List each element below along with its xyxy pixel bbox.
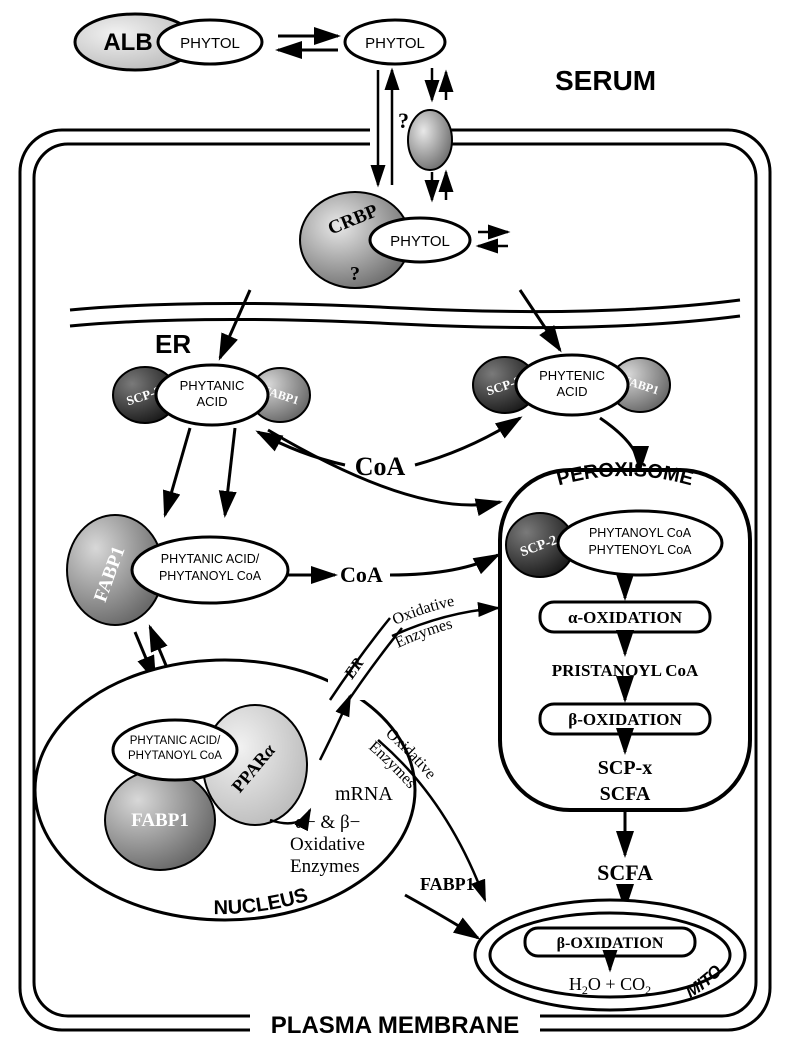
arrow-fabp1-to-mito	[405, 895, 478, 938]
svg-text:H2O + CO2: H2O + CO2	[569, 974, 651, 997]
alb-label: ALB	[103, 29, 152, 56]
beta-ox-label-1: -OXIDATION	[577, 710, 682, 729]
arrow-to-perox-2	[390, 555, 498, 575]
membrane-transporter	[408, 110, 452, 170]
eq-arrows-crbp	[478, 232, 508, 246]
eq-arrows-vert-1	[432, 68, 446, 100]
scpx-label: SCP-x	[598, 757, 652, 779]
crbp-complex: CRBP ? PHYTOL	[300, 192, 470, 288]
coa-label: CoA	[355, 452, 406, 481]
phytanoyl-coa-label: PHYTANOYL CoA	[589, 526, 692, 540]
svg-text:PHYTANIC ACID/: PHYTANIC ACID/	[161, 552, 260, 566]
q-mark-1: ?	[398, 108, 409, 133]
alpha-ox-label: -OXIDATION	[577, 608, 682, 627]
arrow-er-down-left	[220, 290, 250, 358]
svg-text:PHYTANIC: PHYTANIC	[180, 378, 245, 393]
svg-text:PHYTANIC ACID/: PHYTANIC ACID/	[130, 735, 221, 747]
arrow-phytanic-down2	[225, 428, 235, 515]
phytol-label-3: PHYTOL	[390, 233, 450, 250]
svg-text:β-OXIDATION: β-OXIDATION	[568, 710, 682, 729]
fabp1-label-4: FABP1	[131, 810, 189, 831]
fabp1-phytanic-complex: FABP1 PHYTANIC ACID/ PHYTANOYL CoA	[67, 515, 288, 625]
er-label: ER	[155, 329, 191, 359]
svg-text:ACID: ACID	[556, 384, 587, 399]
svg-text:PHYTENIC: PHYTENIC	[539, 368, 605, 383]
arrow-er-down-right	[520, 290, 560, 350]
svg-text:ACID: ACID	[196, 394, 227, 409]
q-mark-2: ?	[350, 263, 360, 285]
plasma-membrane-label-2: PLASMA MEMBRANE	[271, 1012, 519, 1039]
phytanic-cluster: SCP-2 FABP1 PHYTANIC ACID	[113, 365, 310, 425]
phytol-label-2: PHYTOL	[365, 35, 425, 52]
serum-label: SERUM	[555, 65, 656, 96]
er-membrane	[70, 300, 740, 328]
beta-ox-label-2: -OXIDATION	[565, 935, 664, 952]
phytenoyl-coa-label: PHYTENOYL CoA	[588, 543, 692, 557]
mrna-label: mRNA	[335, 783, 393, 805]
peroxisome: PEROXISOME SCP-2 PHYTANOYL CoA PHYTENOYL…	[500, 459, 750, 810]
alb-phytol-complex: ALB PHYTOL	[75, 14, 262, 70]
phytol-label-1: PHYTOL	[180, 35, 240, 52]
mitochondrion: β-OXIDATION H2O + CO2 MITO	[475, 900, 745, 1010]
svg-text:α-OXIDATION: α-OXIDATION	[568, 608, 683, 627]
scfa-label-1: SCFA	[600, 783, 651, 805]
nucleus: PPARα FABP1 PHYTANIC ACID/ PHYTANOYL CoA…	[35, 660, 415, 920]
svg-text:Enzymes: Enzymes	[290, 856, 360, 877]
coa-label-2: CoA	[340, 562, 383, 587]
pristanoyl-label: PRISTANOYL CoA	[552, 661, 699, 680]
svg-text:PHYTANOYL CoA: PHYTANOYL CoA	[159, 569, 262, 583]
svg-text:PHYTANOYL CoA: PHYTANOYL CoA	[128, 750, 222, 762]
svg-text:Oxidative: Oxidative	[290, 834, 365, 855]
arrow-phytanic-down1	[165, 428, 190, 515]
fabp1-label-5: FABP1	[420, 874, 475, 894]
phytenic-cluster: SCP-2 FABP1 PHYTENIC ACID	[473, 355, 670, 415]
eq-arrows-vert-2	[432, 172, 446, 200]
metabolic-pathway-diagram: ALB PHYTOL PHYTOL SERUM ? CRBP ? PHYTOL	[0, 0, 790, 1050]
arrow-coa-right	[415, 418, 520, 465]
equilibrium-arrows-1	[278, 36, 338, 50]
svg-text:β-OXIDATION: β-OXIDATION	[557, 935, 664, 952]
scfa-label-2: SCFA	[597, 860, 653, 885]
svg-text:α− & β−: α− & β−	[295, 812, 360, 833]
